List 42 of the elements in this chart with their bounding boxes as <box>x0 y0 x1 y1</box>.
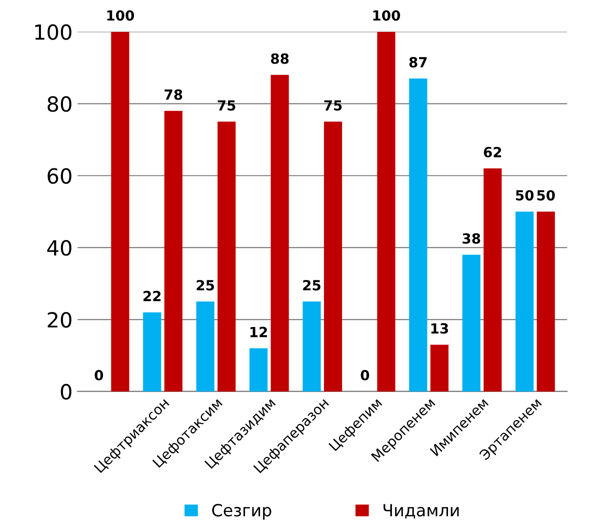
y-tick-label: 60 <box>48 168 72 184</box>
legend-label: Сезгир <box>212 504 272 520</box>
data-label: 75 <box>324 100 342 111</box>
bar <box>111 32 130 392</box>
data-label: 50 <box>516 190 534 201</box>
bar <box>324 122 342 392</box>
bar <box>302 302 321 392</box>
bar <box>164 110 182 392</box>
bar <box>516 212 534 392</box>
data-label: 100 <box>373 10 400 21</box>
bar <box>270 74 289 392</box>
bar <box>484 168 502 392</box>
data-label: 38 <box>462 233 480 244</box>
data-label: 87 <box>409 56 427 68</box>
data-label: 25 <box>303 280 320 291</box>
data-label: 50 <box>537 190 555 201</box>
data-label: 88 <box>270 53 289 64</box>
data-label: 25 <box>196 280 214 291</box>
y-tick-label: 100 <box>35 24 72 40</box>
data-label: 13 <box>431 323 448 334</box>
data-label: 0 <box>94 370 104 380</box>
bar <box>430 344 448 392</box>
bar <box>218 122 236 392</box>
data-label: 22 <box>144 290 161 302</box>
data-label: 62 <box>484 146 502 158</box>
data-label: 78 <box>164 89 182 100</box>
y-tick-label: 40 <box>47 240 72 256</box>
legend-label: Чидамли <box>384 504 459 519</box>
bar <box>249 348 268 392</box>
bar <box>377 32 396 392</box>
bar <box>143 312 162 392</box>
bar <box>536 212 555 392</box>
bar <box>462 254 480 392</box>
y-tick-label: 0 <box>60 384 72 400</box>
y-tick-label: 20 <box>48 312 72 328</box>
bar <box>409 78 428 392</box>
data-label: 0 <box>360 370 370 380</box>
data-label: 75 <box>218 100 236 111</box>
data-label: 100 <box>107 10 134 21</box>
bar <box>196 302 214 392</box>
y-tick-label: 80 <box>48 96 72 112</box>
data-label: 12 <box>250 326 267 338</box>
